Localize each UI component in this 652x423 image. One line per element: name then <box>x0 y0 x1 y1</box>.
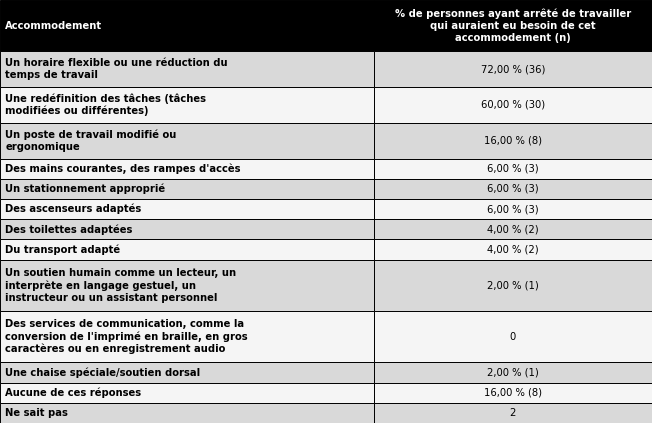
Bar <box>0 260 374 311</box>
Text: % de personnes ayant arrêté de travailler
qui auraient eu besoin de cet
accommod: % de personnes ayant arrêté de travaille… <box>394 8 631 43</box>
Text: Des toilettes adaptées: Des toilettes adaptées <box>5 224 132 235</box>
Bar <box>374 311 652 362</box>
Bar <box>374 159 652 179</box>
Text: Des ascenseurs adaptés: Des ascenseurs adaptés <box>5 204 141 214</box>
Text: Une chaise spéciale/soutien dorsal: Une chaise spéciale/soutien dorsal <box>5 367 200 378</box>
Text: Un poste de travail modifié ou
ergonomique: Un poste de travail modifié ou ergonomiq… <box>5 129 177 152</box>
Text: 16,00 % (8): 16,00 % (8) <box>484 136 542 146</box>
Bar <box>0 159 374 179</box>
Bar <box>0 239 374 260</box>
Bar <box>374 362 652 382</box>
Bar <box>374 260 652 311</box>
Bar <box>374 51 652 87</box>
Bar <box>0 51 374 87</box>
Text: Un horaire flexible ou une réduction du
temps de travail: Un horaire flexible ou une réduction du … <box>5 58 228 80</box>
Text: 0: 0 <box>510 332 516 342</box>
Text: 4,00 % (2): 4,00 % (2) <box>487 224 539 234</box>
Text: 6,00 % (3): 6,00 % (3) <box>487 164 539 174</box>
Text: 2: 2 <box>510 408 516 418</box>
Bar <box>0 382 374 403</box>
Text: 72,00 % (36): 72,00 % (36) <box>481 64 545 74</box>
Text: 2,00 % (1): 2,00 % (1) <box>487 368 539 377</box>
Text: 4,00 % (2): 4,00 % (2) <box>487 244 539 255</box>
Text: Du transport adapté: Du transport adapté <box>5 244 121 255</box>
Bar <box>374 123 652 159</box>
Bar <box>0 362 374 382</box>
Bar <box>374 403 652 423</box>
Bar <box>0 403 374 423</box>
Text: Accommodement: Accommodement <box>5 21 102 30</box>
Bar <box>0 179 374 199</box>
Bar <box>374 219 652 239</box>
Bar <box>374 199 652 219</box>
Bar <box>374 179 652 199</box>
Bar <box>0 87 374 123</box>
Text: 16,00 % (8): 16,00 % (8) <box>484 387 542 398</box>
Text: Des mains courantes, des rampes d'accès: Des mains courantes, des rampes d'accès <box>5 163 241 174</box>
Text: Un stationnement approprié: Un stationnement approprié <box>5 184 166 194</box>
Bar <box>374 239 652 260</box>
Bar <box>0 311 374 362</box>
Bar <box>374 382 652 403</box>
Text: Un soutien humain comme un lecteur, un
interprète en langage gestuel, un
instruc: Un soutien humain comme un lecteur, un i… <box>5 268 236 303</box>
Text: Une redéfinition des tâches (tâches
modifiées ou différentes): Une redéfinition des tâches (tâches modi… <box>5 93 206 116</box>
Bar <box>0 123 374 159</box>
Bar <box>0 0 374 51</box>
Text: 2,00 % (1): 2,00 % (1) <box>487 280 539 290</box>
Bar <box>0 199 374 219</box>
Bar <box>374 87 652 123</box>
Text: 6,00 % (3): 6,00 % (3) <box>487 204 539 214</box>
Text: 60,00 % (30): 60,00 % (30) <box>481 100 545 110</box>
Text: Aucune de ces réponses: Aucune de ces réponses <box>5 387 141 398</box>
Text: Des services de communication, comme la
conversion de l'imprimé en braille, en g: Des services de communication, comme la … <box>5 319 248 354</box>
Bar <box>374 0 652 51</box>
Text: 6,00 % (3): 6,00 % (3) <box>487 184 539 194</box>
Text: Ne sait pas: Ne sait pas <box>5 408 68 418</box>
Bar <box>0 219 374 239</box>
